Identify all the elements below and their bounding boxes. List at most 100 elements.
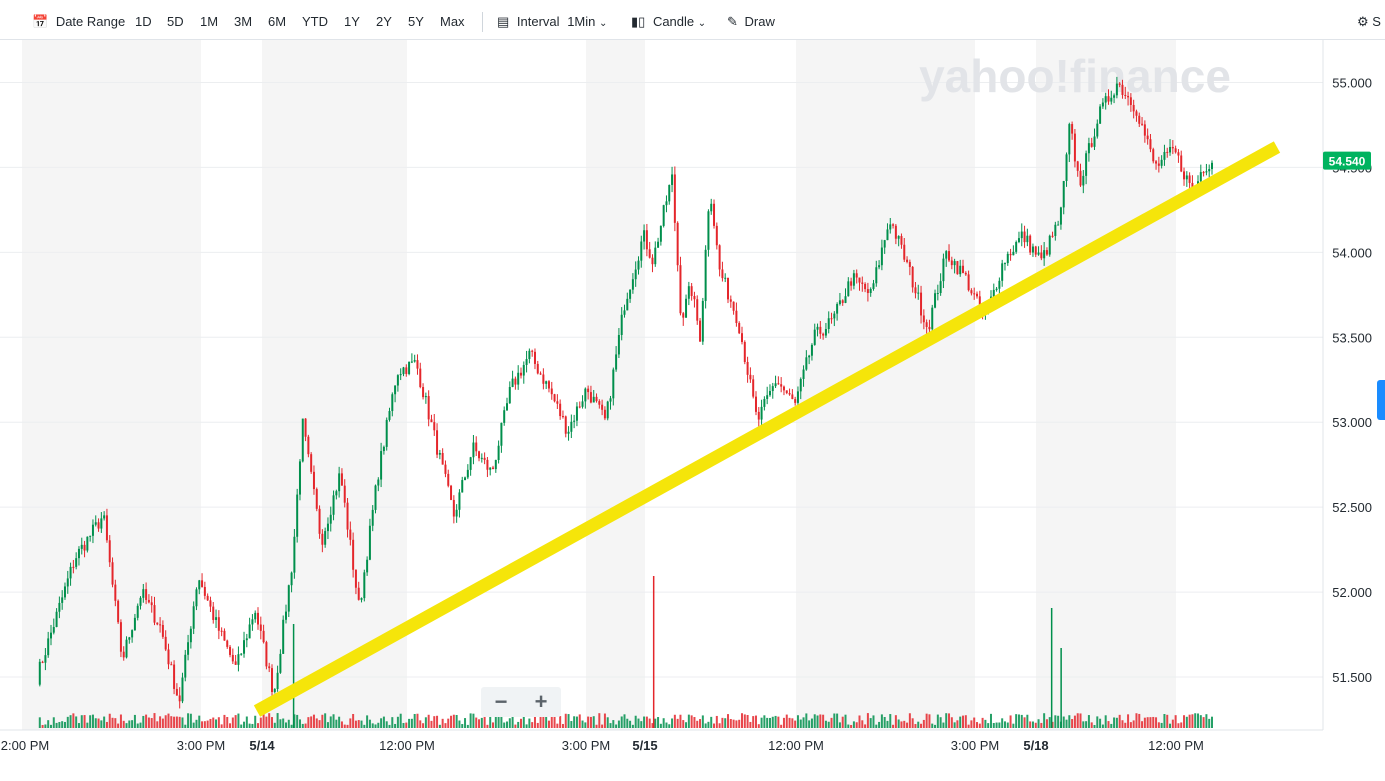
volume-bar [575,716,578,728]
volume-bar [925,713,928,728]
candle-body [822,333,825,336]
range-ytd-button[interactable]: YTD [302,14,328,29]
candle-body [312,471,315,490]
volume-bar [970,720,973,728]
range-2y-button[interactable]: 2Y [376,14,392,29]
volume-bar [103,716,106,728]
candle-body [209,600,212,607]
candle-body [94,522,97,525]
date-range-button[interactable]: 📅 Date Range [32,13,125,31]
range-1d-button[interactable]: 1D [135,14,152,29]
volume-bar [338,716,341,728]
candle-body [1143,124,1146,136]
chart-type-button[interactable]: ▮▯ Candle ⌄ [631,13,706,33]
volume-bar [587,716,590,728]
candle-body [161,624,164,637]
volume-bar [788,717,791,728]
candle-body [713,203,716,226]
volume-bar [531,722,534,728]
range-3m-button[interactable]: 3M [234,14,253,29]
volume-bar [284,722,287,728]
zoom-in-button[interactable]: + [534,689,548,714]
candle-body [335,491,338,496]
volume-bar [298,719,301,728]
volume-bar [486,724,489,728]
zoom-out-button[interactable]: − [494,689,508,714]
volume-bar [928,714,931,728]
volume-bar [363,724,366,728]
volume-bar [89,715,92,728]
candle-body [229,646,232,655]
candle-body [1110,97,1113,102]
candle-body [911,266,914,288]
range-5d-button[interactable]: 5D [167,14,184,29]
volume-bar [1017,714,1020,728]
volume-spike [1050,608,1053,728]
volume-bar [346,724,349,728]
candle-body [766,395,769,399]
draw-button[interactable]: ✎ Draw [727,13,775,31]
volume-bar [777,716,780,728]
volume-bar [1029,721,1032,728]
range-max-button[interactable]: Max [440,14,465,29]
range-6m-button[interactable]: 6M [268,14,287,29]
candle-body [746,361,749,375]
settings-button[interactable]: ⚙ S [1357,13,1381,31]
candle-body [469,457,472,470]
volume-bar [419,720,422,728]
candle-body [841,300,844,303]
volume-bar [296,714,299,728]
range-5y-button[interactable]: 5Y [408,14,424,29]
candlestick-chart[interactable]: yahoo!finance 51.500 52.000 52.500 53.000 53… [0,40,1385,781]
candle-body [623,310,626,315]
volume-bar [72,713,75,728]
candle-body [547,381,550,389]
candle-body [304,418,307,437]
candle-body [366,559,369,573]
volume-bar [603,713,606,728]
volume-bar [654,718,657,728]
volume-bar [533,714,536,728]
volume-bar [114,718,117,728]
volume-bar [813,714,816,728]
volume-bar [58,722,61,728]
candle-body [1138,115,1141,124]
candle-body [1185,175,1188,180]
volume-bar [508,718,511,728]
volume-bar [987,723,990,728]
volume-bar [226,717,229,728]
volume-bar [321,714,324,728]
candle-body [573,420,576,422]
candle-body [187,642,190,655]
candle-body [794,399,797,403]
volume-bar [77,723,80,728]
candle-body [525,359,528,365]
side-panel-toggle[interactable] [1377,380,1385,420]
range-1m-button[interactable]: 1M [200,14,219,29]
volume-bar [332,714,335,728]
volume-bar [1174,715,1177,728]
candle-body [581,401,584,407]
range-1y-button[interactable]: 1Y [344,14,360,29]
candle-body [774,383,777,387]
candle-body [396,375,399,386]
candle-body [922,315,925,323]
candle-body [489,467,492,470]
volume-bar [841,716,844,728]
volume-bar [111,717,114,728]
volume-bar [757,724,760,728]
candle-body [170,664,173,666]
volume-bar [1071,719,1074,728]
time-tick-label: 12:00 PM [768,738,824,753]
volume-bar [1118,714,1121,728]
candle-body [654,247,657,265]
candle-body [861,282,864,284]
candle-body [777,383,780,385]
volume-bar [754,715,757,728]
volume-bar [108,713,111,728]
volume-bar [1124,722,1127,728]
candle-body [953,261,956,266]
interval-button[interactable]: ▤ Interval 1Min ⌄ [497,13,607,33]
volume-bar [766,717,769,728]
candle-body [111,562,114,585]
